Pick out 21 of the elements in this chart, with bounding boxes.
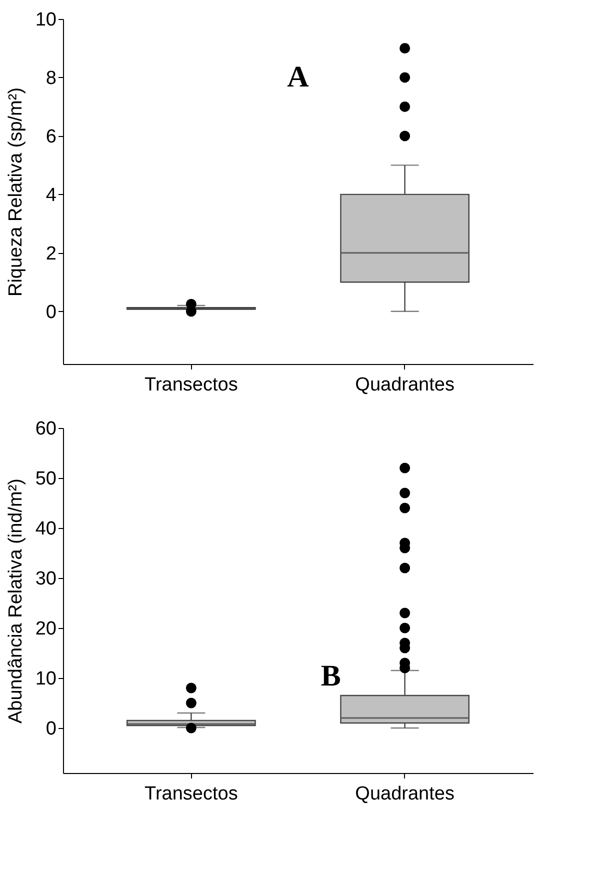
- x-tick-label: Quadrantes: [355, 784, 454, 804]
- y-tick-label: 0: [46, 718, 56, 740]
- y-axis-title: Riqueza Relativa (sp/m²): [5, 87, 26, 297]
- y-tick-label: 2: [46, 243, 56, 264]
- y-tick-label: 0: [46, 302, 56, 323]
- y-tick-label: 20: [35, 618, 56, 640]
- y-axis-title: Abundância Relativa (ind/m²): [5, 478, 26, 724]
- x-tick-label: Quadrantes: [355, 374, 454, 396]
- annotation: A: [287, 60, 310, 94]
- y-tick-label: 10: [35, 10, 56, 30]
- x-tick-label: Transectos: [144, 784, 238, 804]
- y-tick-label: 40: [35, 518, 56, 540]
- y-tick-label: 4: [46, 184, 57, 206]
- y-tick-label: 60: [35, 418, 56, 440]
- y-tick-label: 6: [46, 126, 56, 148]
- x-tick-label: Transectos: [144, 374, 238, 396]
- y-tick-label: 10: [35, 668, 56, 690]
- y-tick-label: 30: [35, 568, 56, 590]
- y-tick-label: 50: [35, 468, 56, 490]
- annotation: B: [320, 659, 341, 692]
- y-tick-label: 8: [46, 68, 56, 89]
